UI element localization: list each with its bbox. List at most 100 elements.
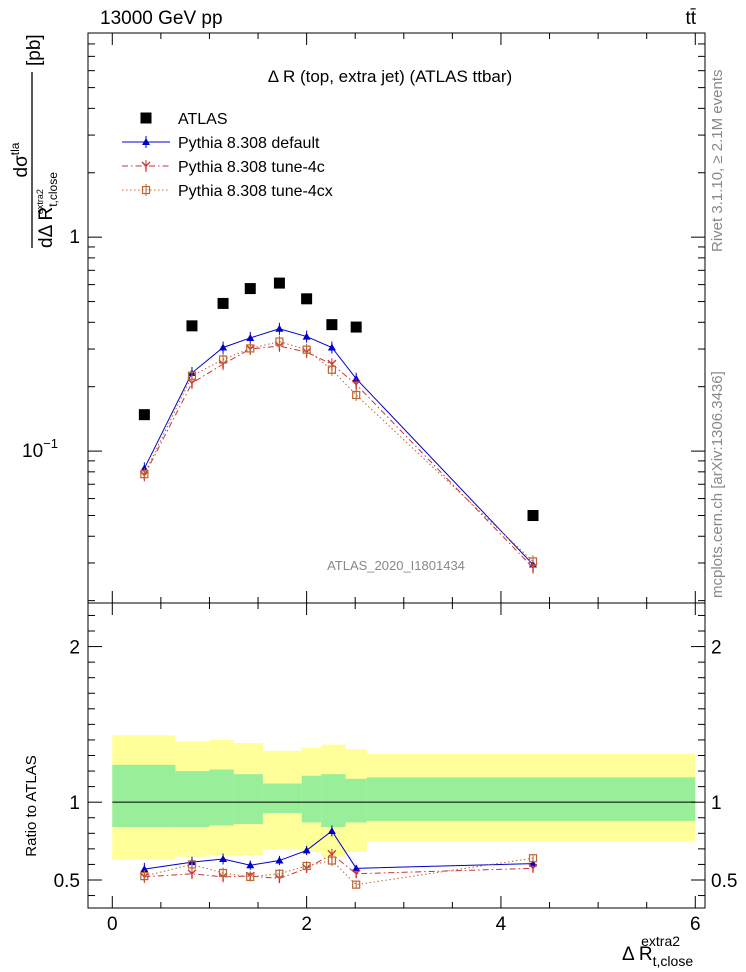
- ratio-point: [140, 865, 149, 873]
- ratio-point: [302, 861, 311, 871]
- main-point: [219, 343, 228, 351]
- main-panel: 10−1 1 Δ R (top, extra jet) (ATLAS ttbar)…: [8, 32, 706, 604]
- legend-entry-1: Pythia 8.308 default: [122, 135, 320, 152]
- main-point: [527, 510, 539, 522]
- main-series-line-2: [143, 345, 534, 569]
- ratio-x-tick-label: 2: [301, 914, 312, 935]
- ratio-band-green: [262, 783, 302, 814]
- legend-entry-2: Pythia 8.308 tune-4c: [122, 159, 325, 176]
- ratio-point: [187, 860, 197, 869]
- ratio-band-green: [301, 775, 322, 823]
- main-point: [244, 283, 256, 295]
- ratio-point: [351, 869, 361, 879]
- ratio-x-tick-label: 6: [690, 914, 701, 935]
- main-point: [351, 379, 361, 389]
- ratio-y-tick-label: 2: [69, 638, 80, 659]
- ratio-point: [275, 856, 284, 864]
- main-series-line-1: [143, 328, 534, 565]
- ratio-point: [352, 880, 361, 889]
- ratio-band-green: [175, 771, 210, 828]
- ratio-point: [187, 869, 197, 879]
- y-label-denominator: dΔ Rt,closeextra2: [35, 172, 60, 248]
- legend-label: Pythia 8.308 tune-4c: [178, 159, 325, 176]
- ratio-point: [246, 872, 255, 881]
- main-point: [327, 343, 336, 351]
- legend-marker: [141, 161, 151, 171]
- main-point: [350, 321, 362, 333]
- ratio-series-line-2: [144, 857, 534, 886]
- header-process-label: tt̄: [685, 8, 696, 29]
- ratio-band-green: [209, 769, 234, 826]
- ratio-point: [246, 861, 255, 869]
- main-point: [528, 557, 538, 566]
- main-point: [352, 374, 361, 382]
- main-point: [302, 345, 311, 354]
- main-title: Δ R (top, extra jet) (ATLAS ttbar): [268, 67, 512, 86]
- ratio-series-line-1: [144, 853, 534, 879]
- ratio-point: [274, 873, 284, 883]
- main-y-tick-label: 1: [69, 227, 80, 248]
- main-series-0: [138, 277, 539, 522]
- legend-entry-0: ATLAS: [140, 111, 228, 128]
- main-y-tick-label: 10−1: [22, 436, 58, 462]
- mcplots-label: mcplots.cern.ch [arXiv:1306.3436]: [709, 371, 726, 598]
- x-axis-label: Δ Rt,closeextra2: [622, 933, 693, 969]
- ratio-point: [528, 854, 538, 863]
- header-energy-label: 13000 GeV pp: [100, 8, 223, 29]
- ratio-y-tick-label-right: 2: [711, 638, 722, 659]
- main-point: [187, 371, 197, 380]
- rivet-version-label: Rivet 3.1.10, ≥ 2.1M events: [709, 70, 726, 253]
- legend-marker: [142, 138, 150, 145]
- ratio-y-tick-label: 0.5: [54, 871, 80, 892]
- y-label-numerator: dσtla: [8, 142, 32, 177]
- main-point: [186, 320, 198, 332]
- main-point: [138, 409, 150, 421]
- ratio-point: [327, 826, 336, 834]
- ratio-point: [352, 864, 361, 872]
- ratio-point: [275, 869, 284, 878]
- legend-label: Pythia 8.308 default: [178, 135, 320, 152]
- main-series-3: [140, 335, 538, 568]
- ratio-panel: 0 2 4 6 0.5 0.5 1 1 2 2 Ratio to ATLAS Δ Rt,close…: [23, 602, 737, 969]
- legend-entry-3: Pythia 8.308 tune-4cx: [122, 183, 333, 200]
- main-point: [273, 277, 285, 289]
- legend-marker: [141, 185, 151, 195]
- ratio-y-tick-label-right: 0.5: [711, 871, 737, 892]
- ratio-axis-ticks: 0 2 4 6 0.5 0.5 1 1 2 2: [54, 603, 737, 935]
- ratio-x-tick-label: 4: [496, 914, 507, 935]
- main-point: [275, 324, 284, 332]
- ratio-band-green: [345, 778, 367, 823]
- ratio-band-green: [321, 774, 346, 828]
- ratio-x-tick-label: 0: [107, 914, 118, 935]
- ratio-data-marks: [139, 825, 538, 889]
- ratio-series-2: [140, 854, 538, 889]
- main-point: [327, 365, 336, 374]
- main-point: [217, 297, 229, 309]
- ratio-point: [327, 856, 336, 865]
- ratio-band-green: [112, 764, 176, 828]
- legend-label: ATLAS: [178, 111, 228, 128]
- main-point: [352, 390, 361, 400]
- ratio-band-green: [366, 777, 696, 821]
- ratio-point: [528, 863, 538, 873]
- ratio-point: [529, 859, 538, 867]
- legend: ATLAS Pythia 8.308 default Pythia 8.308 tu…: [122, 111, 333, 200]
- legend-label: Pythia 8.308 tune-4cx: [178, 183, 333, 200]
- main-series-line-3: [143, 341, 534, 562]
- ratio-band-green: [233, 774, 263, 824]
- legend-marker: [140, 112, 152, 124]
- main-point: [326, 319, 338, 331]
- main-point: [246, 333, 255, 341]
- ratio-y-tick-label: 1: [69, 793, 80, 814]
- ratio-y-tick-label-right: 1: [711, 793, 722, 814]
- main-point: [301, 293, 313, 305]
- ratio-y-axis-label: Ratio to ATLAS: [23, 755, 40, 856]
- ratio-point: [302, 846, 311, 854]
- main-point: [302, 332, 311, 340]
- main-series-2: [139, 339, 538, 574]
- main-axis-ticks: 10−1 1: [22, 32, 705, 603]
- main-series-1: [140, 322, 538, 571]
- ratio-point: [140, 871, 149, 881]
- main-point: [218, 355, 228, 364]
- watermark: ATLAS_2020_I1801434: [327, 558, 465, 573]
